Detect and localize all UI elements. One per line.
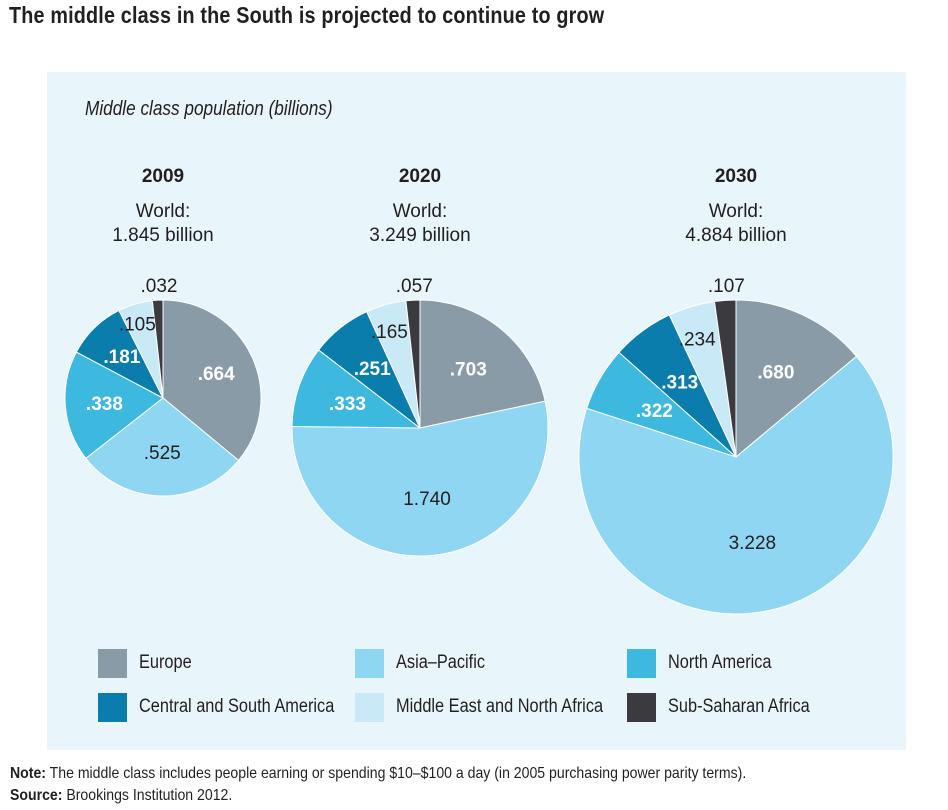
chart-title: The middle class in the South is project… bbox=[9, 2, 605, 28]
pie-slice-2020-north-america bbox=[291, 349, 422, 429]
pie-charts: 2009 World: 1.845 billion .664 .525 .338 .181.… bbox=[64, 166, 894, 615]
footer-source: Source: Brookings Institution 2012. bbox=[10, 787, 232, 805]
legend-label-north-america: North America bbox=[668, 652, 772, 673]
legend-swatch-middle-east-north-africa bbox=[355, 693, 384, 722]
pie-label-2030-sub-saharan-africa: .107 bbox=[708, 276, 745, 297]
pie-year-2020: 2020 bbox=[399, 166, 441, 187]
note-label: Note: bbox=[10, 765, 46, 782]
pie-label-2009-asia-pacific: .525 bbox=[144, 443, 181, 464]
pie-slice-2020-sub-saharan-africa bbox=[405, 299, 421, 429]
pie-world-total-2030: 4.884 billion bbox=[685, 225, 786, 246]
source-text: Brookings Institution 2012. bbox=[66, 787, 233, 804]
pie-world-total-2009: 1.845 billion bbox=[112, 225, 213, 246]
footer-note: Note: The middle class includes people e… bbox=[10, 765, 746, 783]
pie-slice-2030-sub-saharan-africa bbox=[713, 299, 737, 458]
pie-label-2020-europe: .703 bbox=[450, 359, 487, 380]
legend-label-asia-pacific: Asia–Pacific bbox=[396, 652, 486, 673]
legend-label-sub-saharan-africa: Sub-Saharan Africa bbox=[668, 696, 810, 717]
pie-label-2009-sub-saharan-africa: .032 bbox=[141, 276, 178, 297]
pie-label-2009-central-and-south-america: .181 bbox=[103, 347, 140, 368]
pie-2020: 2020 World: 3.249 billion .703 1.740 .333 .251… bbox=[291, 166, 549, 557]
pie-label-2030-europe: .680 bbox=[757, 363, 794, 384]
pie-slice-2009-asia-pacific bbox=[85, 397, 240, 497]
pie-slice-2030-asia-pacific bbox=[578, 355, 894, 615]
pie-world-total-2020: 3.249 billion bbox=[369, 225, 470, 246]
pie-world-label-2020: World: bbox=[393, 201, 448, 222]
pie-slice-2020-asia-pacific bbox=[291, 400, 549, 557]
legend-label-middle-east-north-africa: Middle East and North Africa bbox=[396, 696, 604, 717]
pie-2009: 2009 World: 1.845 billion .664 .525 .338 .181.… bbox=[64, 166, 262, 497]
source-label: Source: bbox=[10, 787, 63, 804]
legend-swatch-europe bbox=[98, 649, 127, 678]
pie-slice-2009-europe bbox=[162, 299, 262, 462]
pie-world-label-2009: World: bbox=[136, 201, 191, 222]
pie-label-2020-middle-east-and-north-africa: .165 bbox=[371, 322, 408, 343]
legend-swatch-central-south-america bbox=[98, 693, 127, 722]
pie-label-2020-asia-pacific: 1.740 bbox=[403, 489, 451, 510]
pie-slice-2020-europe bbox=[419, 299, 546, 429]
legend-swatch-sub-saharan-africa bbox=[627, 693, 656, 722]
pie-label-2020-sub-saharan-africa: .057 bbox=[396, 276, 433, 297]
pie-slice-2009-sub-saharan-africa bbox=[151, 299, 164, 399]
pie-label-2030-middle-east-and-north-africa: .234 bbox=[679, 330, 716, 351]
chart-subtitle: Middle class population (billions) bbox=[85, 98, 333, 120]
legend-label-europe: Europe bbox=[139, 652, 192, 673]
pie-label-2020-central-and-south-america: .251 bbox=[354, 359, 391, 380]
note-text: The middle class includes people earning… bbox=[49, 765, 747, 782]
pie-slice-2009-north-america bbox=[64, 351, 164, 460]
pie-label-2009-north-america: .338 bbox=[86, 394, 123, 415]
pie-label-2020-north-america: .333 bbox=[329, 394, 366, 415]
chart-panel: Middle class population (billions) 2009 W… bbox=[47, 72, 906, 750]
pie-world-label-2030: World: bbox=[709, 201, 764, 222]
pie-label-2009-middle-east-and-north-africa: .105 bbox=[119, 315, 156, 336]
pie-label-2030-north-america: .322 bbox=[636, 401, 673, 422]
legend-label-central-south-america: Central and South America bbox=[139, 696, 335, 717]
pie-label-2030-asia-pacific: 3.228 bbox=[729, 533, 777, 554]
pie-label-2009-europe: .664 bbox=[198, 364, 235, 385]
pie-year-2009: 2009 bbox=[142, 166, 184, 187]
legend-swatch-north-america bbox=[627, 649, 656, 678]
pie-label-2030-central-and-south-america: .313 bbox=[661, 372, 698, 393]
pie-slice-2030-europe bbox=[735, 299, 858, 459]
pie-2030: 2030 World: 4.884 billion .680 3.228 .322 .313… bbox=[578, 166, 894, 615]
pie-year-2030: 2030 bbox=[715, 166, 757, 187]
legend-swatch-asia-pacific bbox=[355, 649, 384, 678]
